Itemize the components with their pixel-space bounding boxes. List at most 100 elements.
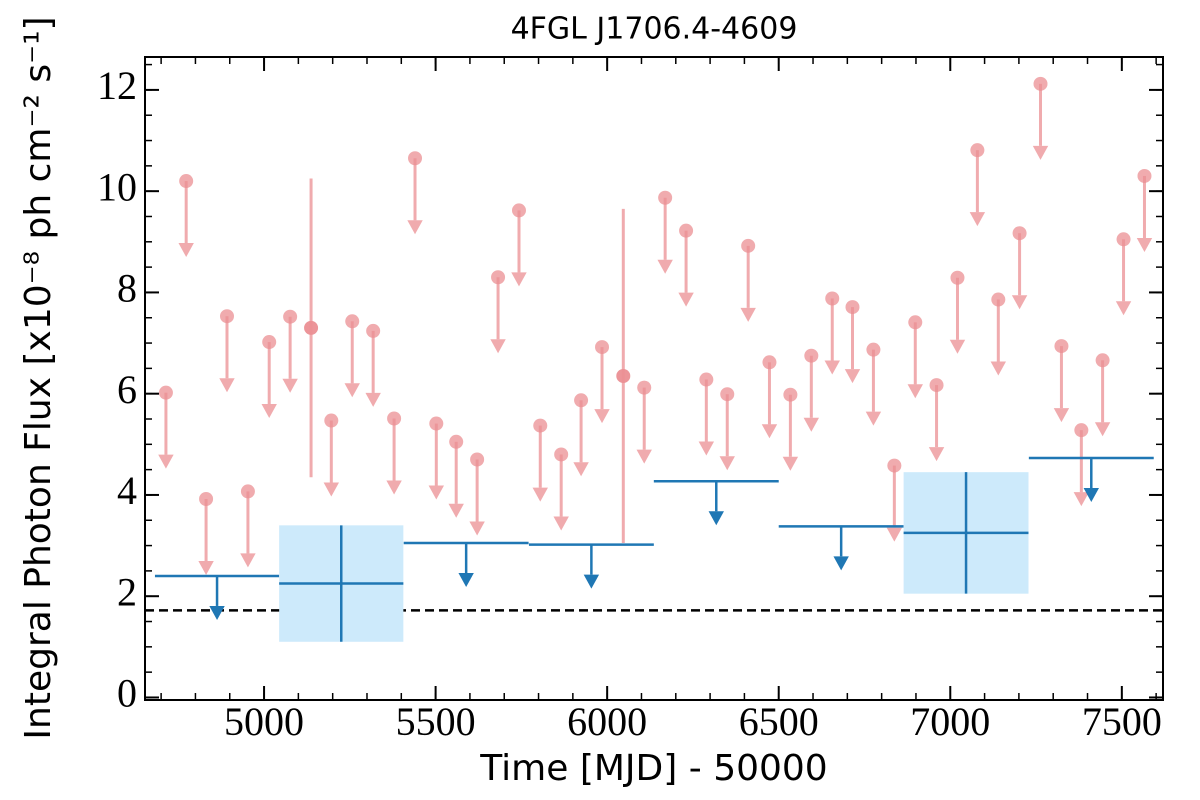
upper-limit-head bbox=[1115, 301, 1132, 316]
point bbox=[179, 174, 194, 189]
upper-limit-head bbox=[1011, 295, 1028, 310]
upper-limit-head bbox=[833, 556, 849, 571]
point bbox=[491, 270, 506, 285]
upper-limit-head bbox=[719, 456, 735, 471]
point bbox=[533, 418, 548, 433]
upper-limit-head bbox=[990, 361, 1007, 376]
x-tick-label: 6000 bbox=[567, 699, 647, 744]
point bbox=[908, 315, 923, 330]
point bbox=[637, 380, 652, 395]
upper-limit-head bbox=[428, 485, 444, 500]
upper-limit-head bbox=[1053, 408, 1070, 423]
upper-limit-head bbox=[1032, 145, 1049, 160]
upper-limit-head bbox=[594, 409, 610, 424]
x-tick-label: 6500 bbox=[739, 699, 819, 744]
upper-limit-head bbox=[886, 527, 903, 542]
point bbox=[574, 393, 589, 408]
upper-limit-head bbox=[458, 573, 474, 588]
upper-limit-head bbox=[698, 441, 715, 456]
point bbox=[762, 355, 777, 370]
x-tick-label: 5500 bbox=[396, 699, 476, 744]
upper-limit-head bbox=[949, 339, 966, 354]
point bbox=[366, 323, 381, 338]
upper-limit-head bbox=[1094, 422, 1111, 437]
point bbox=[283, 309, 298, 324]
y-axis-label: Integral Photon Flux [x10⁻⁸ ph cm⁻² s⁻¹] bbox=[18, 16, 59, 739]
point bbox=[345, 314, 360, 329]
point bbox=[783, 387, 798, 402]
point bbox=[158, 385, 173, 400]
upper-limit-head bbox=[803, 417, 820, 432]
point bbox=[324, 413, 339, 428]
upper-limit-head bbox=[323, 482, 340, 497]
upper-limit-head bbox=[365, 392, 381, 407]
point bbox=[950, 270, 965, 285]
x-tick-label: 7500 bbox=[1082, 699, 1162, 744]
point bbox=[1074, 423, 1089, 438]
upper-limit-head bbox=[678, 292, 694, 307]
point bbox=[887, 458, 902, 473]
point bbox=[679, 223, 694, 238]
upper-limit-head bbox=[708, 511, 724, 526]
y-tick-label: 0 bbox=[117, 671, 137, 716]
point bbox=[866, 342, 881, 357]
upper-limit-head bbox=[511, 272, 527, 287]
upper-limit-head bbox=[865, 411, 882, 426]
upper-limit-head bbox=[969, 212, 986, 227]
point bbox=[1033, 76, 1048, 91]
upper-limit-head bbox=[490, 339, 506, 354]
point bbox=[929, 378, 944, 393]
point bbox=[429, 416, 444, 431]
upper-limit-head bbox=[553, 516, 569, 531]
upper-limit-head bbox=[761, 424, 778, 439]
point bbox=[825, 291, 840, 306]
point bbox=[970, 143, 985, 158]
upper-limit-head bbox=[344, 383, 360, 398]
upper-limit-head bbox=[261, 404, 277, 419]
point bbox=[1012, 226, 1027, 241]
point bbox=[408, 151, 423, 166]
point bbox=[845, 300, 860, 315]
point bbox=[1137, 168, 1152, 183]
chart-title: 4FGL J1706.4-4609 bbox=[511, 12, 798, 47]
point bbox=[220, 309, 235, 324]
upper-limit-head bbox=[532, 487, 548, 502]
point bbox=[804, 348, 819, 363]
upper-limit-head bbox=[657, 259, 673, 274]
point bbox=[1095, 353, 1110, 368]
point bbox=[658, 190, 673, 205]
plot-frame bbox=[144, 56, 1164, 701]
y-tick-label: 10 bbox=[97, 164, 137, 209]
y-tick-label: 12 bbox=[97, 63, 137, 108]
upper-limit-head bbox=[219, 378, 235, 393]
upper-limit-head bbox=[240, 553, 256, 568]
upper-limit-head bbox=[824, 360, 840, 375]
x-tick-label: 7000 bbox=[910, 699, 990, 744]
point bbox=[304, 320, 319, 335]
upper-limit-head bbox=[158, 454, 174, 469]
y-tick-label: 8 bbox=[117, 266, 137, 311]
upper-limit-head bbox=[1136, 237, 1153, 252]
upper-limit-head bbox=[583, 574, 600, 589]
upper-limit-head bbox=[386, 480, 402, 495]
upper-limit-head bbox=[573, 462, 589, 477]
y-tick-label: 2 bbox=[117, 569, 137, 614]
point bbox=[741, 238, 756, 253]
upper-limit-head bbox=[928, 447, 945, 462]
x-tick-label: 5000 bbox=[224, 699, 304, 744]
point bbox=[595, 340, 610, 355]
point bbox=[720, 387, 735, 402]
upper-limit-head bbox=[469, 521, 485, 536]
point bbox=[1054, 339, 1069, 354]
point bbox=[991, 292, 1006, 307]
point bbox=[199, 491, 214, 506]
y-tick-label: 4 bbox=[117, 468, 137, 513]
upper-limit-head bbox=[636, 449, 652, 464]
point bbox=[1116, 232, 1131, 247]
point bbox=[262, 335, 277, 350]
point bbox=[387, 411, 402, 426]
point bbox=[554, 447, 569, 462]
upper-limit-head bbox=[407, 220, 423, 235]
upper-limit-head bbox=[844, 369, 861, 384]
